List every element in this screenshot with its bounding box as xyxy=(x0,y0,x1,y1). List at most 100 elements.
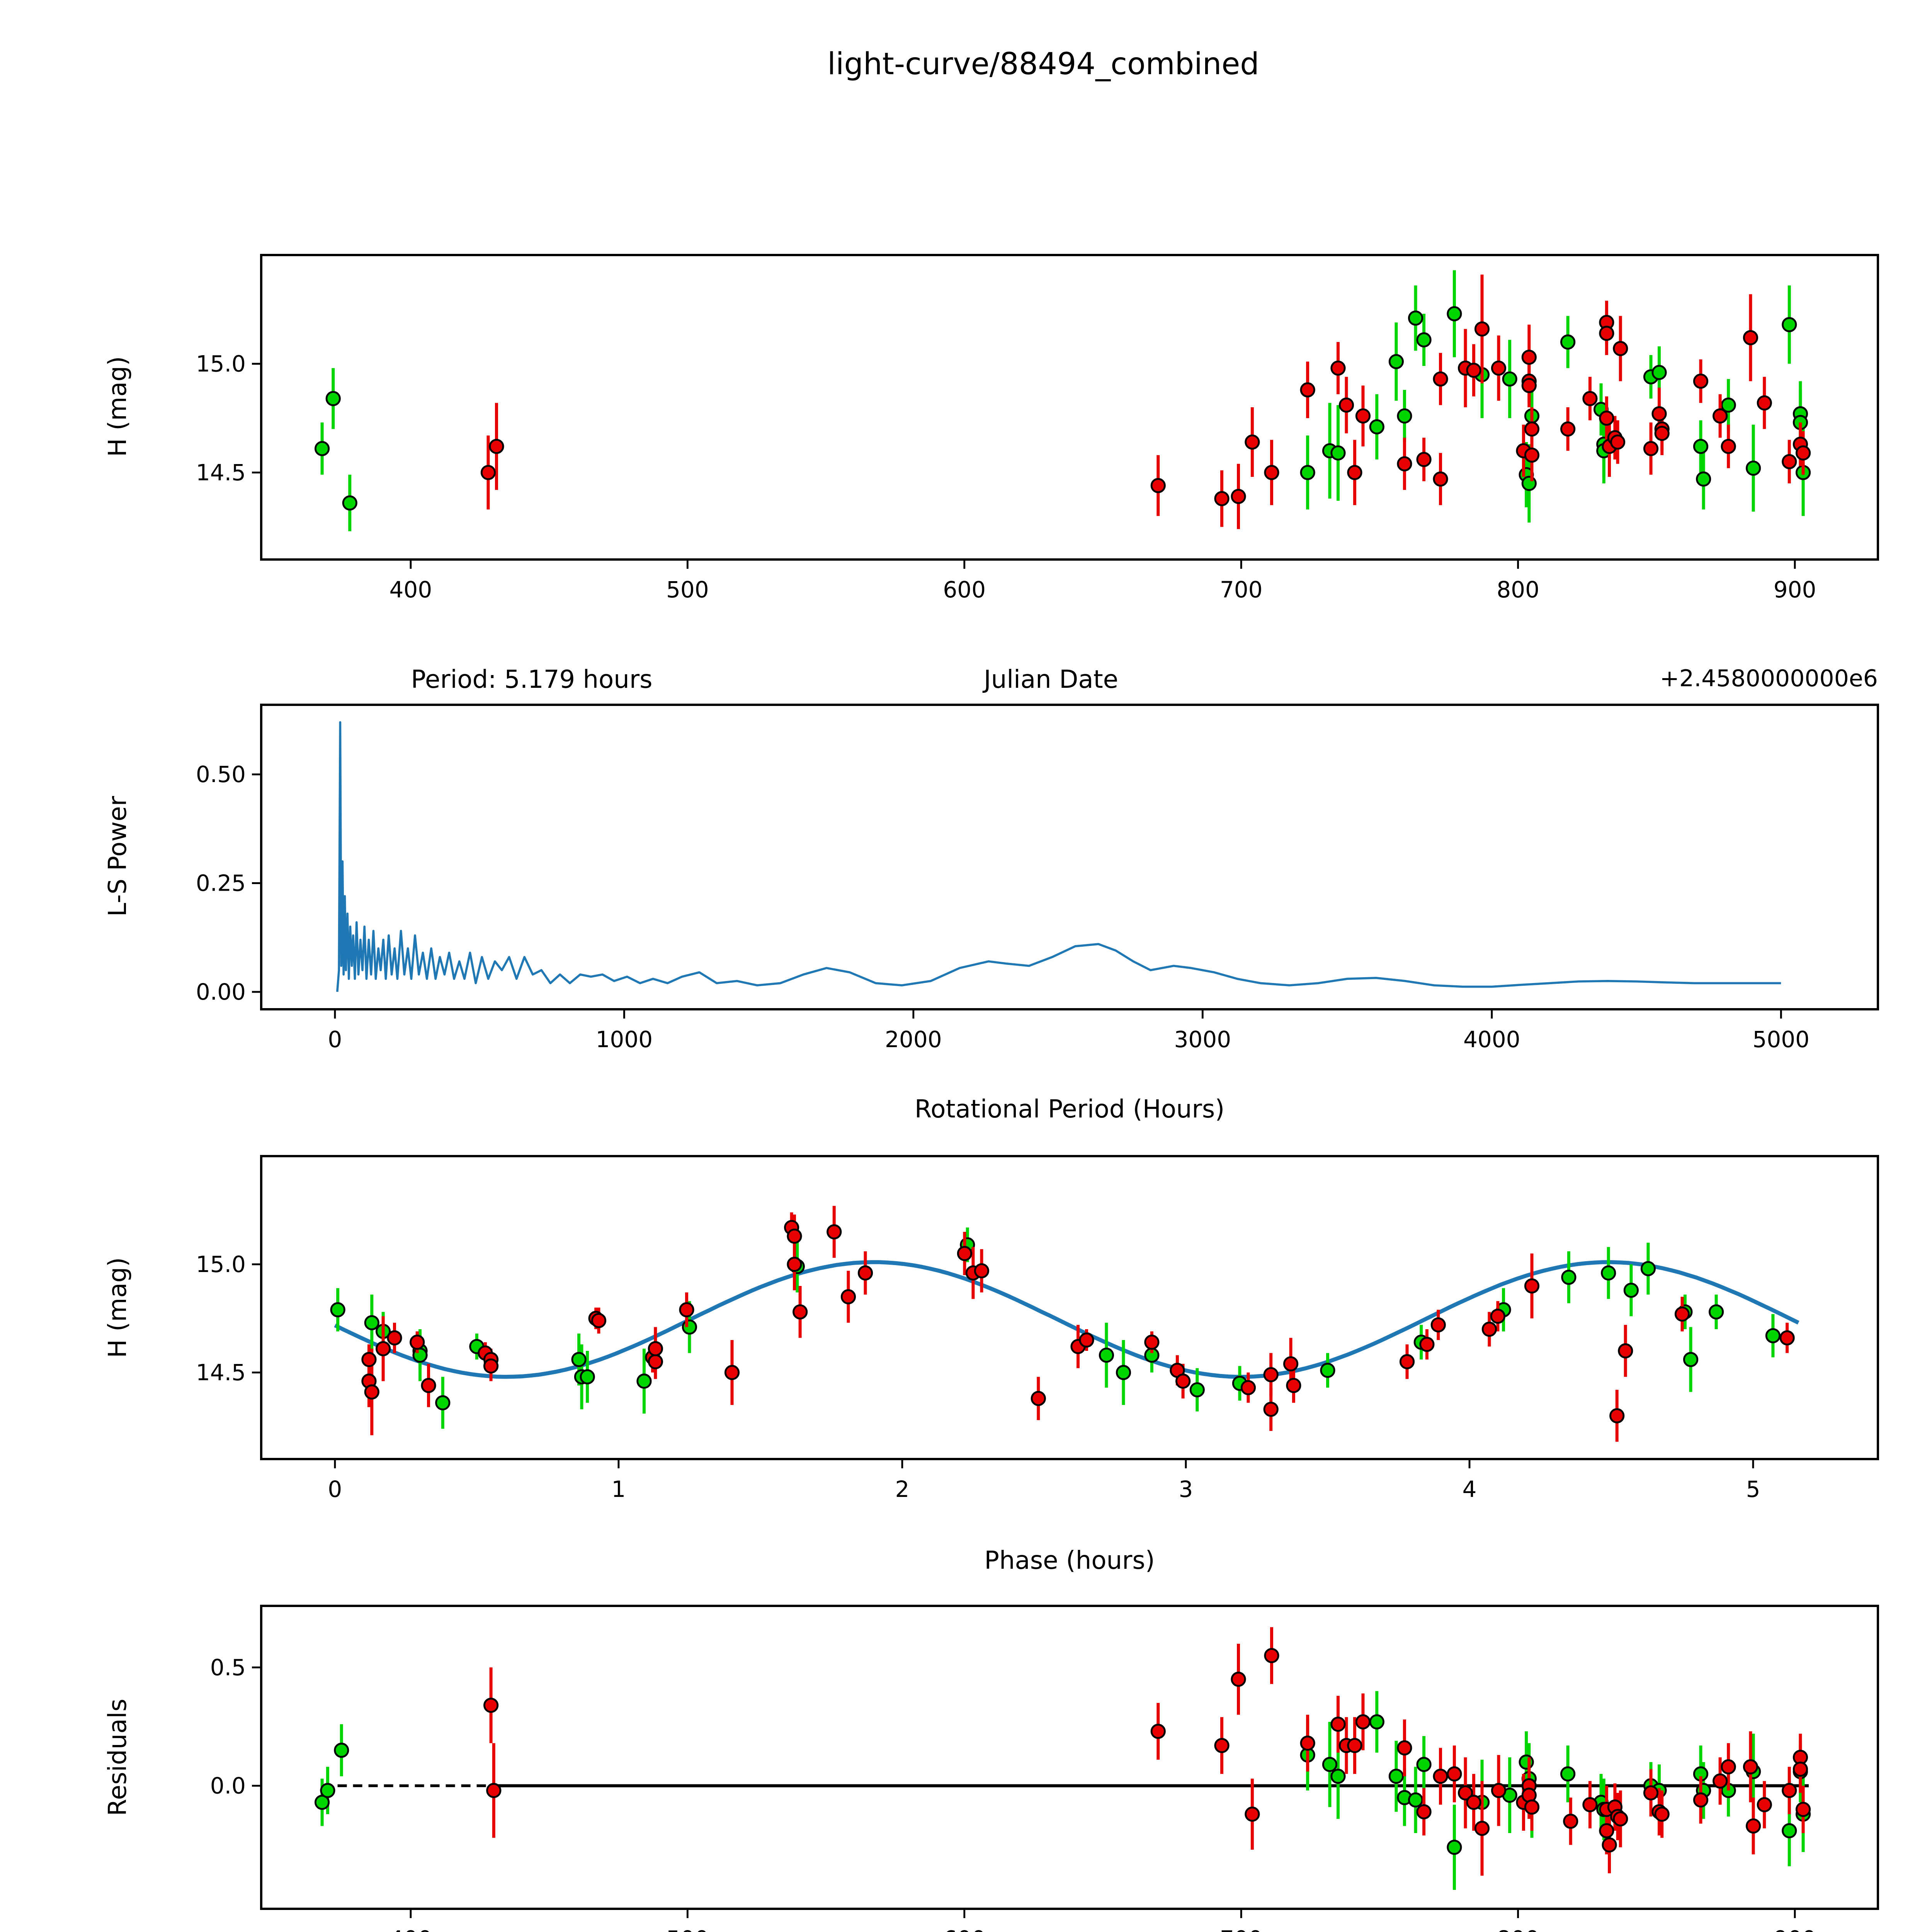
phased-fit-curve xyxy=(334,1260,1799,1379)
light_curve-red-point xyxy=(1610,434,1626,450)
light_curve-green-point xyxy=(315,441,330,456)
periodogram-x-tick-label: 1000 xyxy=(596,1026,653,1053)
light_curve-red-point xyxy=(1300,382,1315,398)
phased-red-point xyxy=(1263,1367,1279,1383)
light_curve-red-point xyxy=(1231,489,1246,504)
phased-red-point xyxy=(421,1378,436,1393)
light_curve-red-point xyxy=(1330,361,1346,376)
light_curve-red-point xyxy=(1599,326,1614,341)
light_curve-x-tick-label: 500 xyxy=(666,577,709,603)
lightcurve-period-annotation: Period: 5.179 hours xyxy=(411,665,653,694)
light_curve-red-point xyxy=(1782,454,1797,469)
residuals-x-tick-label: 800 xyxy=(1497,1926,1539,1932)
phased-green-point xyxy=(1099,1347,1114,1363)
light_curve-red-point xyxy=(1743,330,1759,345)
residuals-green-point xyxy=(1447,1840,1462,1855)
phased-green-point xyxy=(435,1395,451,1410)
phased-x-tick-label: 3 xyxy=(1179,1476,1193,1502)
phased-red-point xyxy=(591,1313,607,1328)
light_curve-x-tick-label: 800 xyxy=(1497,577,1539,603)
light_curve-green-point xyxy=(1560,334,1576,350)
residuals-red-point xyxy=(1582,1797,1598,1813)
light_curve-frame xyxy=(260,254,1879,561)
residuals-red-point xyxy=(1433,1769,1448,1784)
residuals-green-point xyxy=(1408,1792,1423,1808)
periodogram-y-tick-label: 0.25 xyxy=(196,870,246,896)
phased-x-tick-label: 5 xyxy=(1746,1476,1760,1502)
light_curve-x-tick-label: 400 xyxy=(389,577,432,603)
phased-red-point xyxy=(679,1302,694,1318)
light_curve-red-point xyxy=(1524,447,1540,463)
phased-red-point xyxy=(387,1330,402,1345)
phased-green-point xyxy=(1601,1265,1616,1281)
periodogram-x-tick-label: 5000 xyxy=(1752,1026,1810,1053)
light_curve-red-point xyxy=(1338,397,1354,413)
phased-red-point xyxy=(793,1304,808,1320)
light_curve-green-point xyxy=(1721,397,1736,413)
light_curve-red-point xyxy=(1651,406,1667,422)
residuals-red-point xyxy=(1245,1806,1260,1822)
phased-red-point xyxy=(361,1352,377,1367)
residuals-green-point xyxy=(1322,1757,1338,1772)
phased-red-point xyxy=(1079,1332,1094,1348)
light_curve-x-tick-label: 900 xyxy=(1774,577,1816,603)
phased-red-point xyxy=(1175,1373,1191,1389)
residuals-x-tick-label: 600 xyxy=(943,1926,986,1932)
light_curve-green-point xyxy=(1447,306,1462,321)
residuals-green-point xyxy=(1369,1714,1384,1730)
phased-red-point xyxy=(1430,1317,1446,1333)
residuals-red-point xyxy=(1214,1738,1230,1753)
phased-red-point xyxy=(1490,1308,1505,1324)
residuals-green-point xyxy=(1388,1769,1404,1784)
residuals-green-point xyxy=(1782,1823,1797,1838)
light_curve-red-point xyxy=(1474,321,1490,337)
light_curve-red-point xyxy=(1693,373,1709,389)
light_curve-red-point xyxy=(480,465,496,480)
phased-y-tick-label: 14.5 xyxy=(196,1359,246,1386)
residuals-x-tick-label: 900 xyxy=(1774,1926,1816,1932)
light_curve-red-point xyxy=(1245,434,1260,450)
light_curve-red-point xyxy=(1713,408,1728,424)
light_curve-red-point xyxy=(1214,491,1230,507)
residuals-red-point xyxy=(486,1783,502,1798)
light_curve-red-point xyxy=(1757,395,1772,411)
residuals-red-point xyxy=(1693,1792,1709,1808)
residuals-red-point xyxy=(1397,1740,1412,1756)
light_curve-red-point xyxy=(1150,478,1166,493)
residuals-red-point xyxy=(1613,1811,1628,1827)
light_curve-red-point xyxy=(1795,445,1811,461)
phased-x-tick-label: 1 xyxy=(611,1476,626,1502)
phased-green-point xyxy=(580,1369,595,1384)
phased-green-point xyxy=(1765,1328,1781,1344)
lightcurve-x-axis-label: Julian Date xyxy=(983,665,1119,694)
phased-red-point xyxy=(724,1365,740,1380)
phased-x-tick-label: 2 xyxy=(895,1476,909,1502)
light_curve-green-point xyxy=(342,495,357,511)
phased-green-point xyxy=(1708,1304,1724,1320)
phased-red-point xyxy=(376,1341,391,1356)
periodogram-x-tick-label: 2000 xyxy=(885,1026,942,1053)
residuals-x-tick-label: 400 xyxy=(389,1926,432,1932)
residuals-red-point xyxy=(1599,1823,1614,1838)
residuals-green-point xyxy=(320,1783,335,1798)
light_curve-red-point xyxy=(1264,465,1279,480)
phased-red-point xyxy=(1399,1354,1415,1369)
phased-red-point xyxy=(957,1246,973,1261)
light_curve-red-point xyxy=(1721,439,1736,454)
light_curve-y-tick-label: 15.0 xyxy=(196,350,246,377)
light_curve-green-point xyxy=(1408,310,1423,326)
residuals-green-point xyxy=(1519,1754,1534,1770)
residuals-red-point xyxy=(1447,1766,1462,1782)
light_curve-red-point xyxy=(1355,408,1371,424)
residuals-red-point xyxy=(1563,1813,1578,1829)
residuals-red-point xyxy=(1746,1818,1761,1834)
light_curve-green-point xyxy=(1388,354,1404,369)
figure-title: light-curve/88494_combined xyxy=(827,46,1259,82)
residuals-green-point xyxy=(315,1794,330,1810)
phased-green-point xyxy=(1561,1270,1577,1285)
light_curve-red-point xyxy=(1433,471,1448,487)
phased-red-point xyxy=(1609,1408,1625,1423)
phased-red-point xyxy=(1144,1335,1160,1350)
residuals-y-tick-label: 0.5 xyxy=(210,1654,246,1680)
